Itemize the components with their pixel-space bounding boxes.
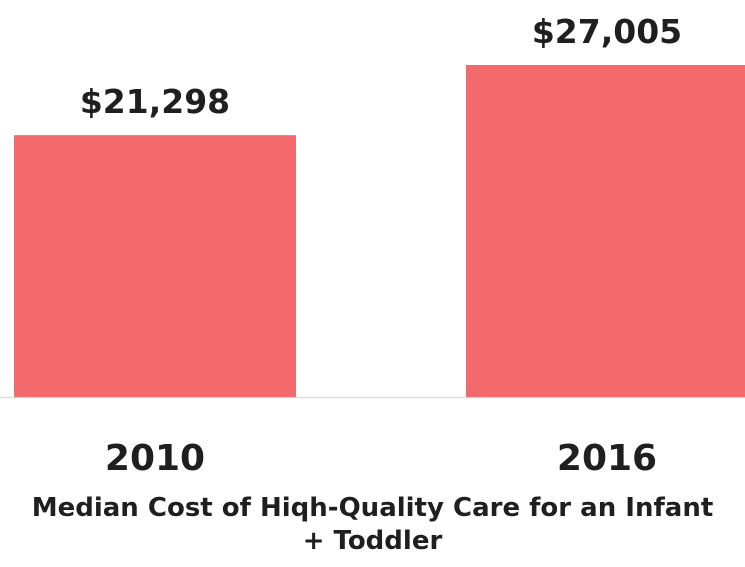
bar (14, 135, 296, 397)
value-label: $21,298 (80, 82, 230, 121)
chart-title: Median Cost of Hiqh-Quality Care for an … (31, 493, 714, 556)
x-tick-label: 2016 (557, 438, 657, 479)
chart: $21,298 2010 $27,005 2016 (0, 12, 745, 479)
bar (466, 65, 745, 397)
x-tick-label: 2010 (105, 438, 205, 479)
value-label: $27,005 (532, 12, 682, 51)
